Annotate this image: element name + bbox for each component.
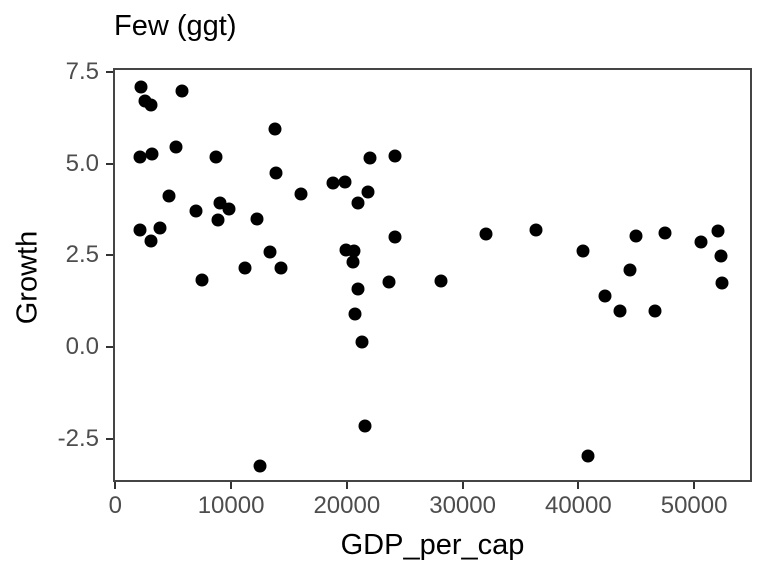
data-point [133, 150, 147, 164]
data-point [347, 244, 361, 258]
x-tick-mark [114, 482, 117, 489]
data-point [711, 224, 725, 238]
data-point [253, 459, 267, 473]
data-point [648, 304, 662, 318]
x-tick-label: 20000 [313, 492, 381, 519]
data-point [581, 449, 595, 463]
data-point [222, 202, 236, 216]
data-point [479, 227, 493, 241]
data-point [250, 212, 264, 226]
chart-title: Few (ggt) [114, 10, 237, 42]
x-tick-mark [461, 482, 464, 489]
data-point [338, 175, 352, 189]
data-point [346, 255, 360, 269]
x-tick-mark [577, 482, 580, 489]
data-point [434, 274, 448, 288]
data-point [326, 176, 340, 190]
x-tick-label: 30000 [429, 492, 496, 519]
y-tick-mark [106, 71, 113, 74]
y-axis-title: Growth [11, 230, 44, 325]
data-point [714, 249, 728, 263]
data-point [209, 150, 223, 164]
data-point [351, 282, 365, 296]
data-point [169, 140, 182, 154]
data-point [658, 226, 672, 240]
data-point [358, 419, 372, 433]
data-point [348, 307, 362, 321]
data-point [268, 122, 282, 136]
data-point [694, 235, 708, 249]
data-point [175, 84, 189, 98]
x-tick-label: 0 [108, 492, 122, 519]
x-tick-mark [345, 482, 348, 489]
x-axis-title: GDP_per_cap [340, 529, 525, 561]
y-tick-label: 5.0 [65, 149, 99, 177]
y-tick-label: 0.0 [65, 333, 99, 361]
data-point [144, 234, 158, 248]
plot-panel [113, 68, 752, 482]
data-point [162, 189, 176, 203]
data-point [598, 289, 612, 303]
data-point [133, 223, 147, 237]
data-point [388, 230, 402, 244]
data-point [211, 213, 225, 227]
data-point [613, 304, 627, 318]
data-point [294, 187, 308, 201]
data-point [145, 147, 159, 161]
x-tick-mark [693, 482, 696, 489]
data-point [629, 229, 643, 243]
data-point [355, 335, 369, 349]
x-tick-label: 10000 [197, 492, 265, 519]
data-point [144, 98, 158, 112]
y-tick-label: 7.5 [65, 58, 99, 86]
y-tick-mark [106, 437, 113, 440]
data-point [351, 196, 365, 210]
data-point [274, 261, 288, 275]
y-tick-mark [106, 346, 113, 349]
x-tick-mark [230, 482, 233, 489]
data-point [263, 245, 277, 259]
y-tick-mark [106, 162, 113, 165]
y-tick-label: -2.5 [57, 424, 99, 452]
x-tick-label: 40000 [544, 492, 612, 519]
data-point [189, 204, 203, 218]
data-point [238, 261, 252, 275]
data-point [361, 185, 375, 199]
data-point [363, 151, 377, 165]
data-point [269, 166, 283, 180]
data-point [576, 244, 590, 258]
data-point [715, 276, 729, 290]
y-tick-label: 2.5 [65, 241, 99, 269]
x-tick-label: 50000 [660, 492, 728, 519]
data-point [134, 80, 148, 94]
y-tick-mark [106, 254, 113, 257]
data-point [382, 275, 395, 289]
data-point [388, 149, 402, 163]
data-point [623, 263, 637, 277]
data-point [529, 223, 543, 237]
data-point [195, 273, 209, 287]
data-point [153, 221, 167, 235]
